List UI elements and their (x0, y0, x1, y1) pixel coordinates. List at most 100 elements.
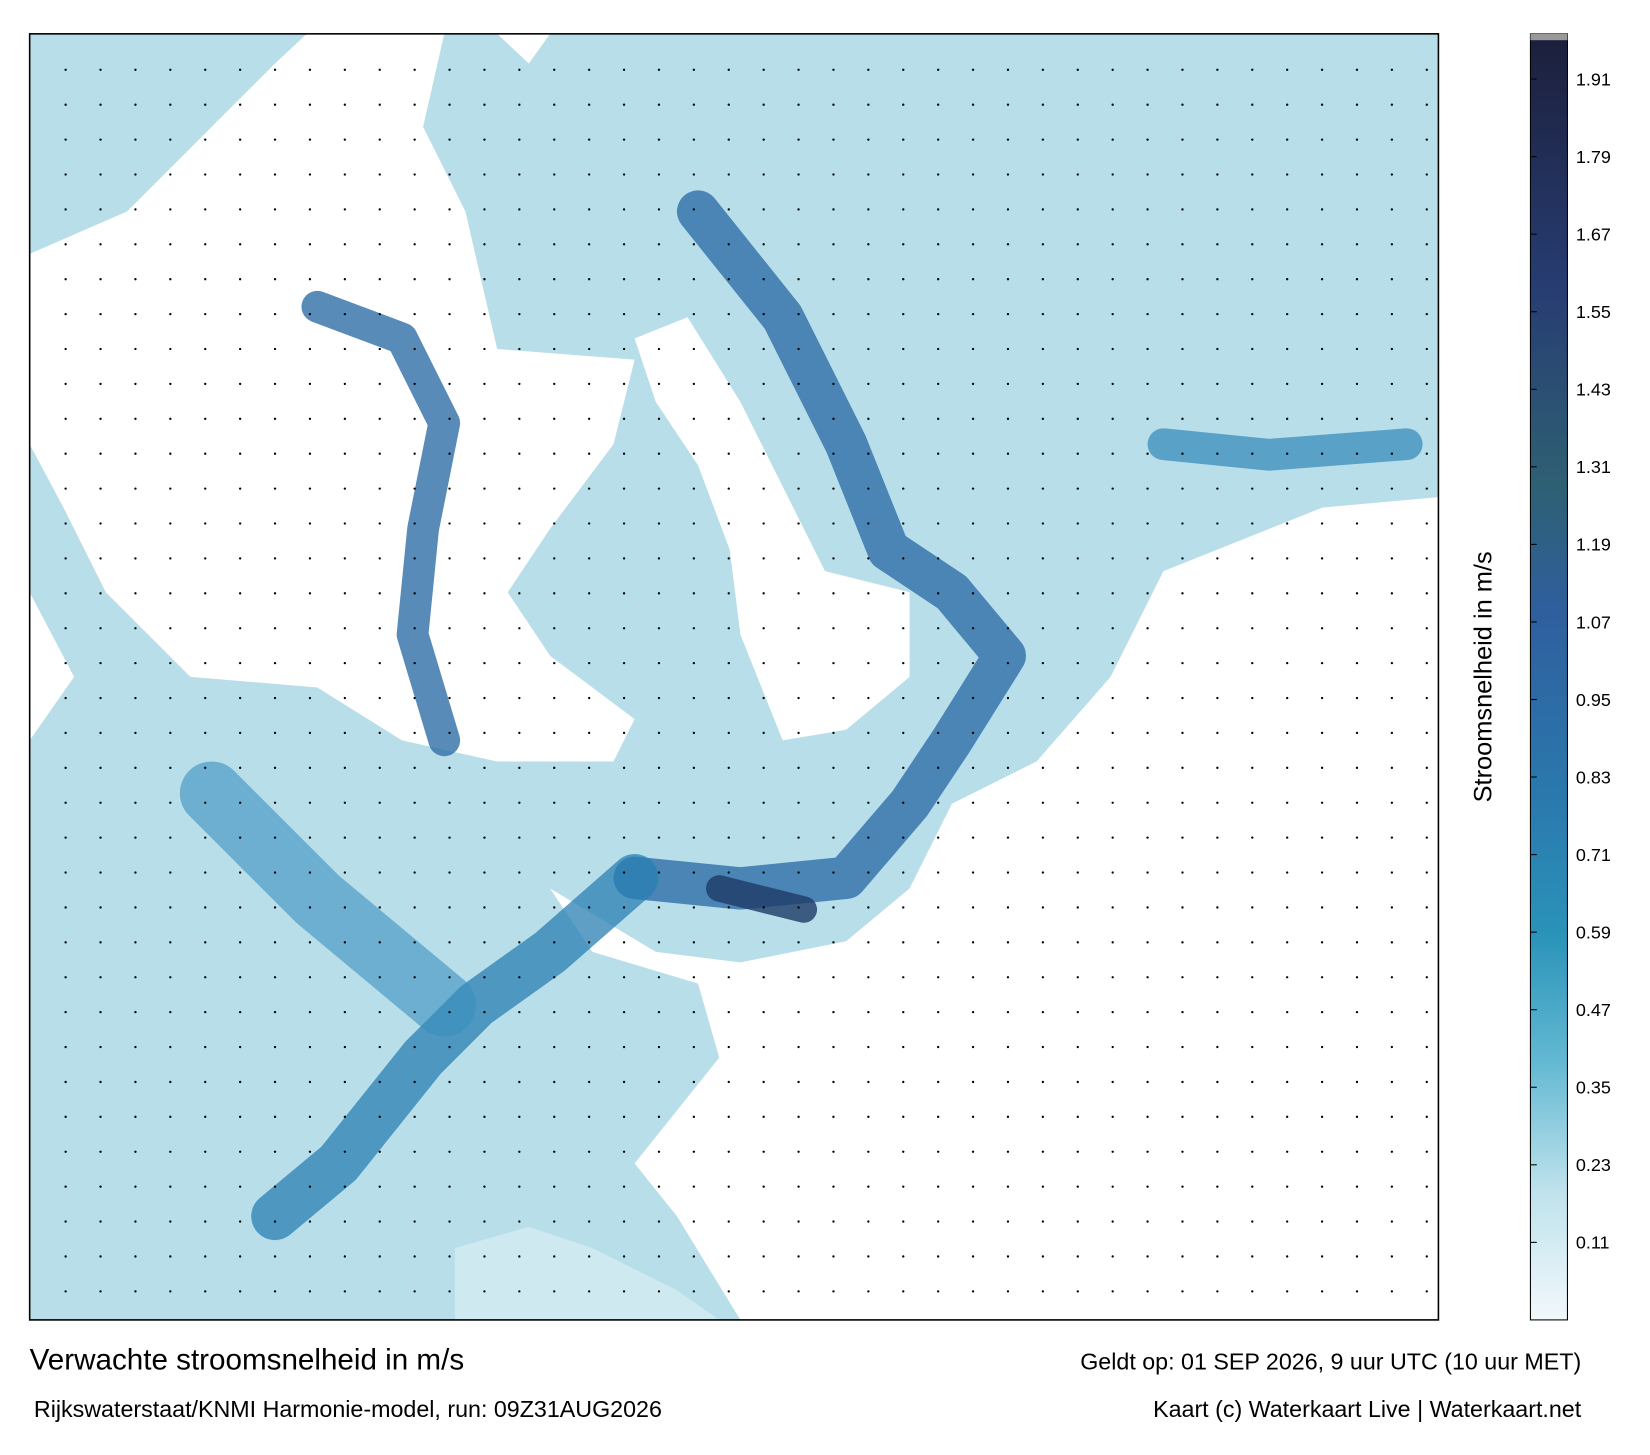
grid-dot (99, 661, 102, 665)
grid-dot (1041, 103, 1045, 106)
grid-dot (343, 382, 347, 386)
colorbar-tick-label: 0.71 (1576, 845, 1611, 865)
grid-dot (308, 731, 312, 735)
grid-dot (1006, 627, 1010, 630)
grid-dot (867, 801, 870, 804)
grid-dot (1146, 1255, 1149, 1258)
grid-dot (413, 487, 416, 490)
grid-dot (727, 731, 730, 735)
grid-dot (1041, 871, 1045, 874)
grid-dot (622, 243, 626, 246)
grid-dot (902, 382, 905, 386)
grid-dot (343, 941, 347, 944)
grid-dot (657, 1150, 661, 1153)
grid-dot (99, 417, 102, 420)
grid-dot (413, 1255, 416, 1258)
grid-dot (1251, 1150, 1254, 1153)
grid-dot (99, 68, 102, 71)
grid-dot (1076, 347, 1079, 351)
grid-dot (483, 1045, 486, 1049)
grid-dot (1146, 417, 1149, 420)
grid-dot (134, 627, 137, 630)
grid-dot (169, 417, 172, 420)
grid-dot (867, 871, 870, 874)
grid-dot (518, 173, 521, 176)
grid-dot (1006, 836, 1010, 839)
grid-dot (1006, 487, 1010, 490)
grid-dot (622, 801, 626, 804)
grid-dot (1320, 1185, 1324, 1188)
grid-dot (587, 208, 591, 211)
grid-dot (727, 696, 730, 700)
grid-dot (169, 661, 172, 665)
grid-dot (587, 173, 591, 176)
grid-dot (832, 801, 835, 804)
grid-dot (797, 1045, 800, 1049)
grid-dot (797, 382, 800, 386)
grid-dot (587, 68, 591, 71)
grid-dot (622, 871, 626, 874)
colorbar-tick-label: 0.83 (1576, 767, 1611, 787)
grid-dot (238, 557, 242, 560)
grid-dot (308, 766, 312, 769)
grid-dot (169, 1010, 172, 1014)
grid-dot (413, 941, 416, 944)
grid-dot (553, 487, 556, 490)
grid-dot (273, 1080, 277, 1084)
grid-dot (971, 1185, 975, 1188)
grid-dot (1251, 1185, 1254, 1188)
grid-dot (378, 1115, 381, 1119)
grid-dot (169, 627, 172, 630)
grid-dot (622, 906, 626, 909)
grid-dot (413, 1220, 416, 1223)
grid-dot (762, 766, 765, 769)
grid-dot (762, 68, 765, 71)
grid-dot (622, 138, 626, 141)
grid-dot (169, 103, 172, 106)
grid-dot (134, 68, 137, 71)
grid-dot (553, 243, 556, 246)
grid-dot (832, 1115, 835, 1119)
grid-dot (727, 487, 730, 490)
grid-dot (1320, 976, 1324, 979)
grid-dot (1146, 1080, 1149, 1084)
grid-dot (1320, 1080, 1324, 1084)
grid-dot (273, 766, 277, 769)
grid-dot (483, 382, 486, 386)
grid-dot (553, 278, 556, 281)
grid-dot (1041, 417, 1045, 420)
grid-dot (1425, 1115, 1428, 1119)
grid-dot (518, 68, 521, 71)
grid-dot (134, 1185, 137, 1188)
grid-dot (762, 1080, 765, 1084)
grid-dot (518, 661, 521, 665)
grid-dot (1111, 1290, 1114, 1293)
grid-dot (1006, 696, 1010, 700)
grid-dot (762, 278, 765, 281)
grid-dot (657, 278, 661, 281)
grid-dot (971, 1115, 975, 1119)
grid-dot (1111, 1115, 1114, 1119)
grid-dot (483, 1220, 486, 1223)
grid-dot (1286, 1045, 1289, 1049)
grid-dot (727, 208, 730, 211)
grid-dot (204, 696, 207, 700)
grid-dot (169, 452, 172, 455)
grid-dot (553, 976, 556, 979)
grid-dot (483, 871, 486, 874)
map (29, 33, 1439, 1320)
grid-dot (448, 382, 451, 386)
grid-dot (204, 522, 207, 525)
grid-dot (238, 627, 242, 630)
grid-dot (657, 976, 661, 979)
grid-dot (64, 278, 67, 281)
grid-dot (273, 836, 277, 839)
grid-dot (1111, 208, 1114, 211)
grid-dot (937, 627, 940, 630)
grid-dot (937, 1010, 940, 1014)
grid-dot (657, 871, 661, 874)
grid-dot (1041, 1185, 1045, 1188)
grid-dot (134, 1290, 137, 1293)
grid-dot (937, 417, 940, 420)
grid-dot (657, 417, 661, 420)
